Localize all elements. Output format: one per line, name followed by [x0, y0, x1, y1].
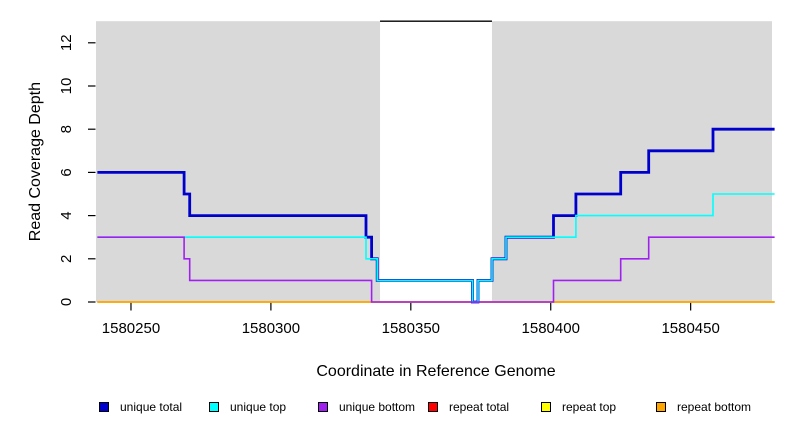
legend-swatch-unique-top: [209, 402, 219, 412]
legend-item-unique-total: unique total: [99, 401, 182, 413]
y-axis-title: Read Coverage Depth: [27, 82, 44, 241]
gap-region: [380, 21, 492, 302]
x-axis-title: Coordinate in Reference Genome: [316, 363, 555, 380]
y-axis-tick-label: 6: [58, 168, 75, 176]
x-axis-tick-label: 1580250: [102, 320, 160, 337]
legend-swatch-repeat-top: [541, 402, 551, 412]
series-line-unique-top: [97, 193, 775, 303]
legend-item-repeat-total: repeat total: [428, 401, 509, 413]
x-axis-tick-label: 1580300: [242, 320, 300, 337]
y-axis-tick-label: 10: [58, 78, 75, 95]
y-axis-tick-label: 2: [58, 255, 75, 263]
x-axis-tick-label: 1580450: [661, 320, 719, 337]
series-line-unique-bottom: [97, 236, 775, 303]
legend-item-unique-top: unique top: [209, 401, 286, 413]
x-axis-tick-label: 1580400: [522, 320, 580, 337]
legend-label-unique-bottom: unique bottom: [339, 400, 416, 414]
legend-swatch-unique-bottom: [318, 402, 328, 412]
legend-label-unique-top: unique top: [230, 400, 287, 414]
y-axis-tick-label: 0: [58, 298, 75, 306]
y-axis-tick-label: 8: [58, 125, 75, 133]
y-axis-tick-label: 12: [58, 34, 75, 51]
legend-swatch-repeat-bottom: [656, 402, 666, 412]
legend-item-repeat-top: repeat top: [541, 401, 616, 413]
legend-label-repeat-total: repeat total: [449, 400, 510, 414]
x-axis-tick-label: 1580350: [382, 320, 440, 337]
legend-label-unique-total: unique total: [120, 400, 183, 414]
legend-label-repeat-bottom: repeat bottom: [677, 400, 752, 414]
y-axis-tick-label: 4: [58, 211, 75, 219]
legend-item-repeat-bottom: repeat bottom: [656, 401, 751, 413]
legend-swatch-unique-total: [99, 402, 109, 412]
legend-item-unique-bottom: unique bottom: [318, 401, 415, 413]
legend-swatch-repeat-total: [428, 402, 438, 412]
legend-label-repeat-top: repeat top: [562, 400, 617, 414]
